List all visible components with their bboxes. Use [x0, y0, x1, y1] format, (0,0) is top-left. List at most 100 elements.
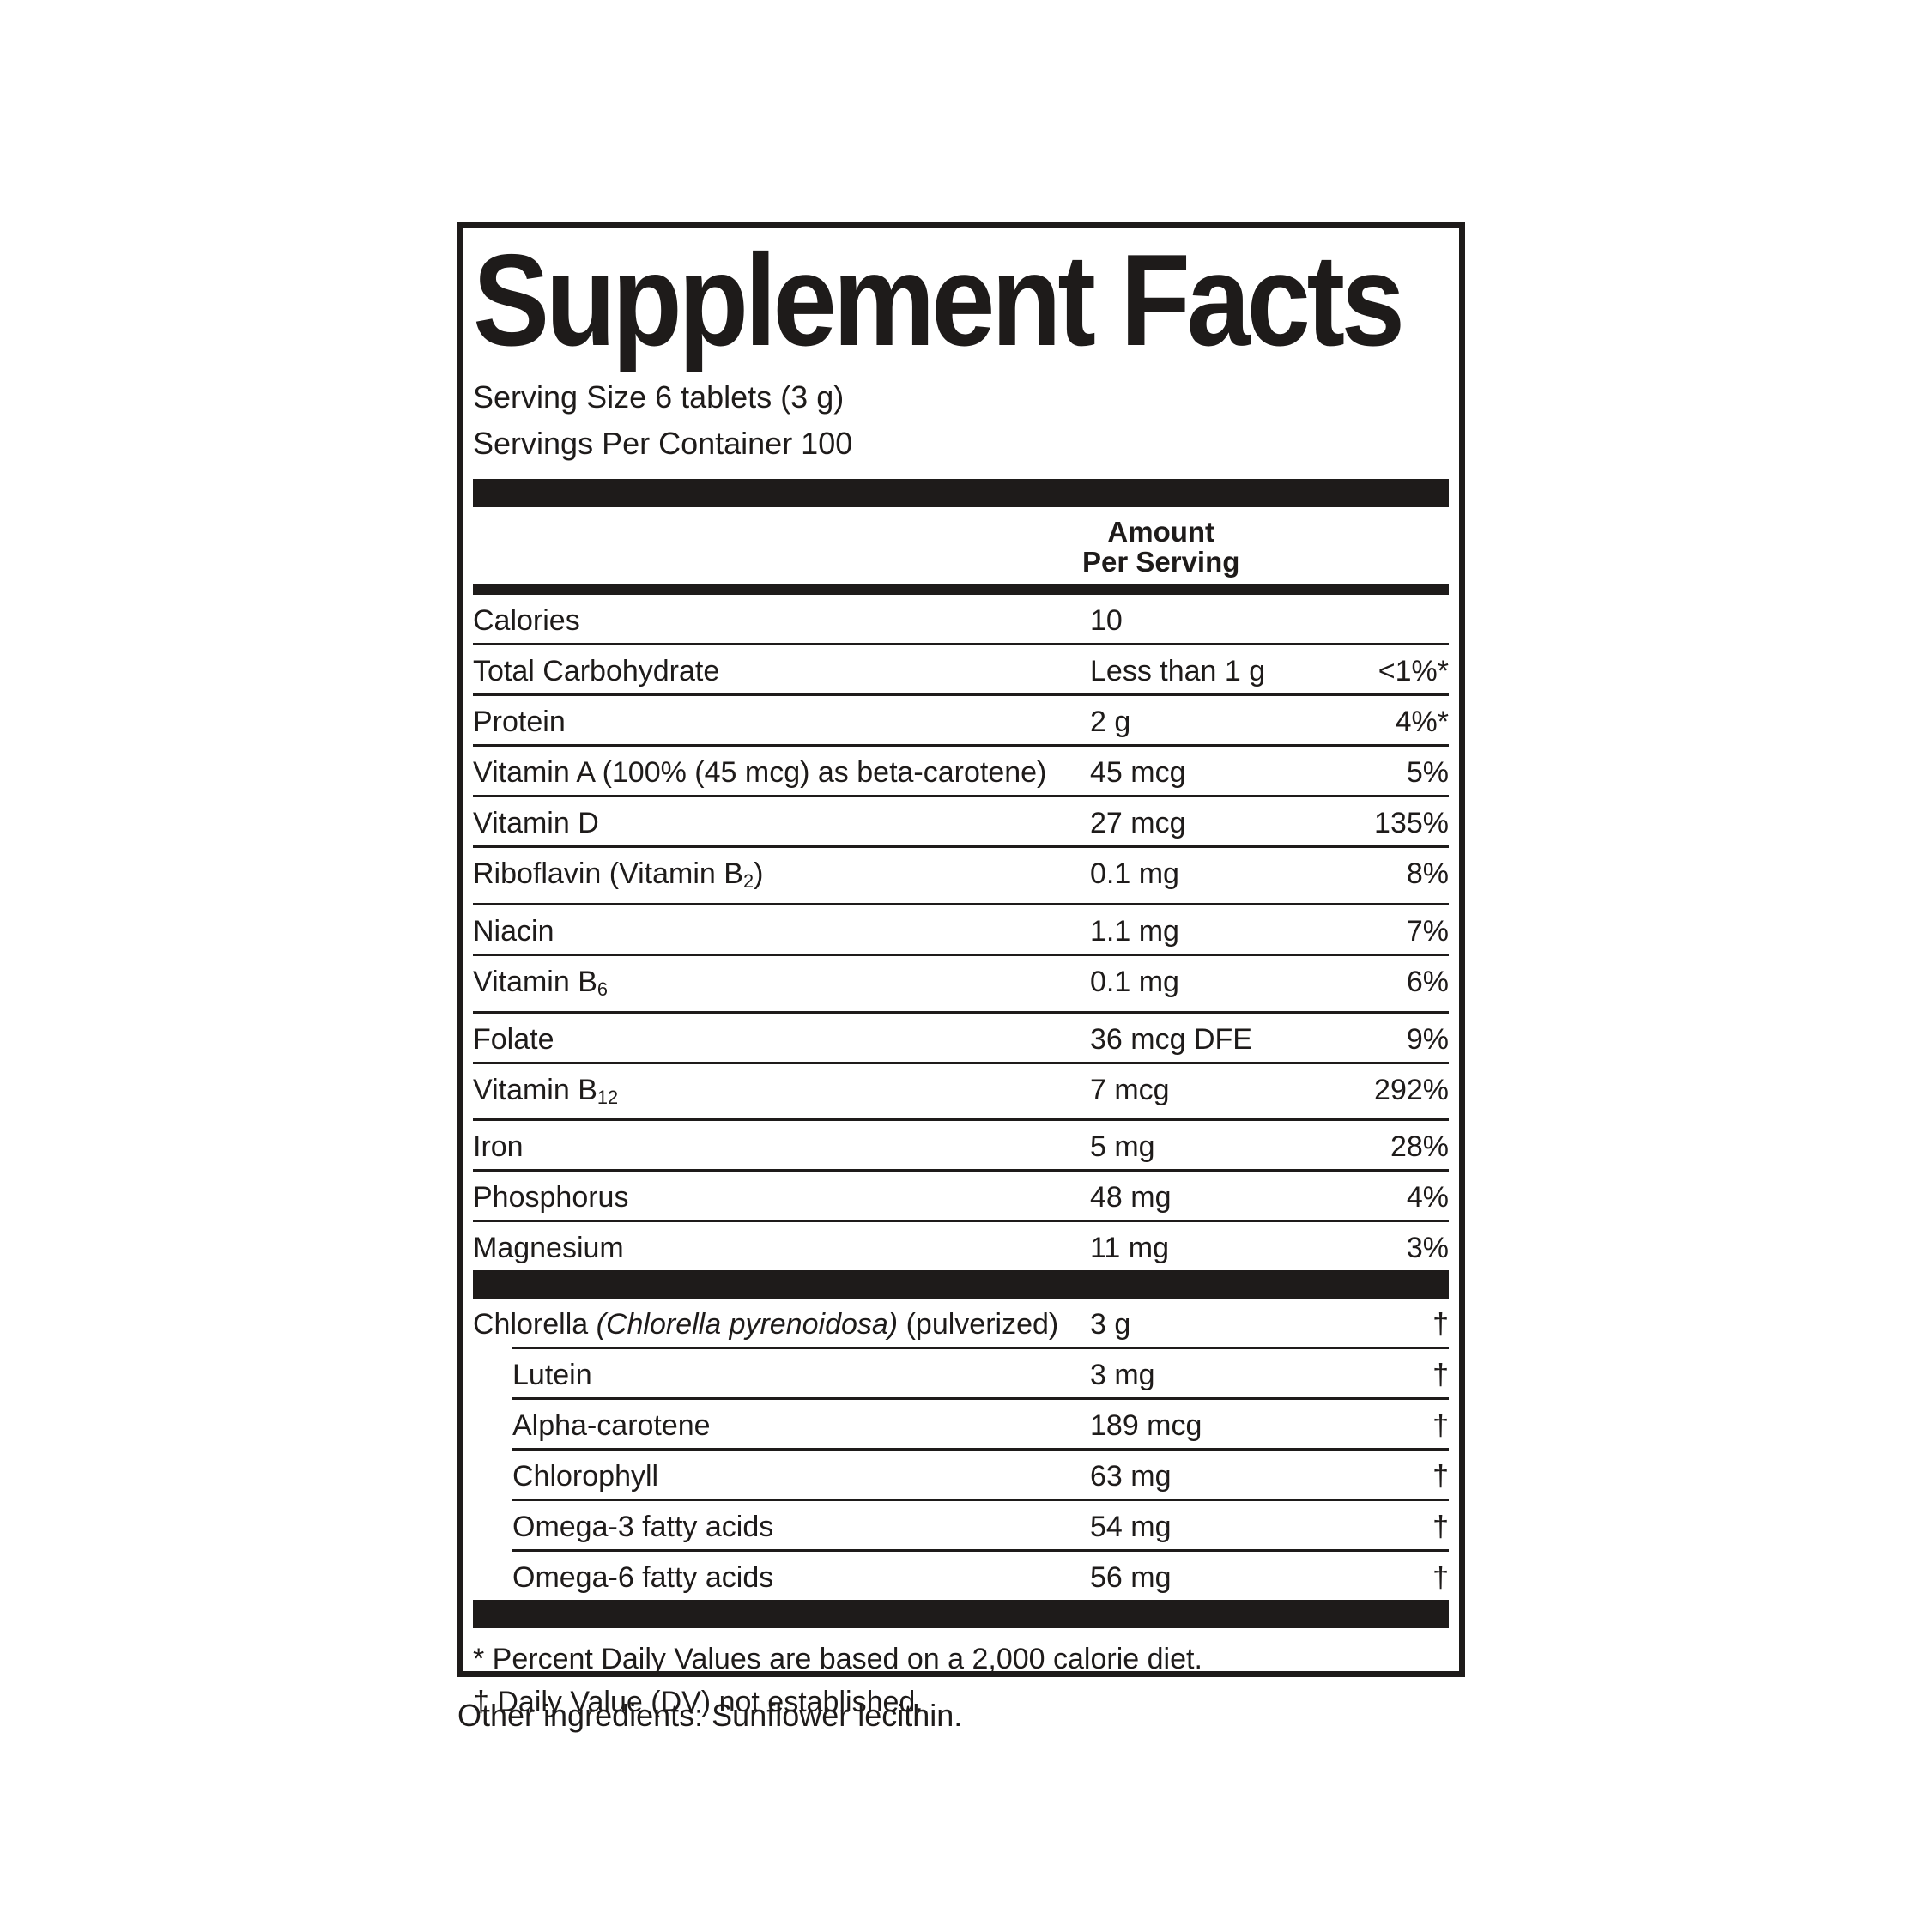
nutrient-amount: 11 mg: [1090, 1232, 1169, 1265]
nutrient-name: Alpha-carotene: [512, 1409, 711, 1443]
amount-per-serving-header: Amount Per Serving: [1082, 516, 1240, 578]
nutrient-amount: 63 mg: [1090, 1460, 1172, 1493]
footnote-daily-values: * Percent Daily Values are based on a 2,…: [473, 1643, 1202, 1676]
row-separator: [473, 794, 1449, 797]
nutrient-amount: 45 mcg: [1090, 755, 1186, 789]
nutrient-amount: 3 mg: [1090, 1359, 1155, 1392]
row-separator: [473, 642, 1449, 645]
row-separator: [473, 1220, 1449, 1223]
nutrient-daily-value: 6%: [1406, 965, 1449, 998]
nutrient-daily-value: 135%: [1374, 806, 1449, 839]
nutrient-name: Folate: [473, 1022, 554, 1056]
nutrient-daily-value: 3%: [1406, 1232, 1449, 1265]
row-separator: [473, 902, 1449, 905]
footnote-dv-not-established: † Daily Value (DV) not established.: [473, 1685, 924, 1718]
amount-header-line1: Amount: [1107, 516, 1215, 548]
row-separator: [473, 845, 1449, 848]
nutrient-name: Omega-3 fatty acids: [512, 1511, 774, 1544]
nutrient-amount: 189 mcg: [1090, 1409, 1202, 1443]
nutrient-name: Chlorella (Chlorella pyrenoidosa) (pulve…: [473, 1308, 1059, 1341]
divider-thick-top: [473, 479, 1449, 507]
nutrient-daily-value: <1%*: [1378, 654, 1449, 687]
row-separator: [512, 1499, 1449, 1502]
row-separator: [473, 693, 1449, 696]
botanical-table: Chlorella (Chlorella pyrenoidosa) (pulve…: [473, 1299, 1449, 1600]
serving-info: Serving Size 6 tablets (3 g) Servings Pe…: [473, 374, 1449, 467]
nutrient-name: Omega-6 fatty acids: [512, 1561, 774, 1595]
nutrient-row: Chlorella (Chlorella pyrenoidosa) (pulve…: [473, 1299, 1449, 1347]
nutrient-row: Folate 36 mcg DFE 9%: [473, 1014, 1449, 1062]
nutrient-daily-value: 28%: [1390, 1130, 1449, 1164]
nutrient-row: Vitamin B6 0.1 mg 6%: [473, 956, 1449, 1011]
amount-header-line2: Per Serving: [1082, 545, 1240, 578]
nutrient-daily-value: 4%*: [1395, 705, 1449, 738]
nutrient-row: Vitamin A (100% (45 mcg) as beta-caroten…: [473, 747, 1449, 795]
nutrient-amount: Less than 1 g: [1090, 654, 1266, 687]
nutrient-row: Iron 5 mg 28%: [473, 1121, 1449, 1169]
nutrient-row: Protein 2 g 4%*: [473, 696, 1449, 744]
nutrient-daily-value: 4%: [1406, 1181, 1449, 1214]
nutrient-daily-value: †: [1432, 1561, 1449, 1595]
nutrient-daily-value: †: [1432, 1460, 1449, 1493]
nutrient-name: Vitamin B6: [473, 965, 608, 1000]
nutrient-row: Riboflavin (Vitamin B2) 0.1 mg 8%: [473, 848, 1449, 903]
nutrient-amount: 3 g: [1090, 1308, 1131, 1341]
nutrient-amount: 56 mg: [1090, 1561, 1172, 1595]
other-ingredients-line: Other ingredients: Sunflower lecithin.: [457, 1698, 963, 1733]
nutrient-daily-value: 292%: [1374, 1073, 1449, 1106]
nutrient-name: Chlorophyll: [512, 1460, 659, 1493]
row-separator: [512, 1448, 1449, 1451]
nutrient-amount: 1.1 mg: [1090, 914, 1179, 948]
nutrient-table: Calories 10 Total Carbohydrate Less than 1 …: [473, 595, 1449, 1270]
nutrient-daily-value: †: [1432, 1308, 1449, 1341]
nutrient-daily-value: 5%: [1406, 755, 1449, 789]
nutrient-name: Iron: [473, 1130, 524, 1164]
servings-per-container-line: Servings Per Container 100: [473, 426, 853, 461]
row-separator: [512, 1397, 1449, 1401]
nutrient-daily-value: †: [1432, 1511, 1449, 1544]
nutrient-amount: 7 mcg: [1090, 1073, 1170, 1106]
divider-thick-bottom: [473, 1600, 1449, 1629]
row-separator: [512, 1347, 1449, 1350]
nutrient-row: Magnesium 11 mg 3%: [473, 1222, 1449, 1270]
divider-medium-under-header: [473, 584, 1449, 595]
row-separator: [473, 953, 1449, 956]
nutrient-amount: 5 mg: [1090, 1130, 1155, 1164]
nutrient-name: Calories: [473, 603, 580, 637]
nutrient-name: Magnesium: [473, 1232, 624, 1265]
divider-thick-middle: [473, 1270, 1449, 1299]
row-separator: [473, 1061, 1449, 1064]
nutrient-name: Niacin: [473, 914, 554, 948]
nutrient-daily-value: 8%: [1406, 857, 1449, 890]
nutrient-daily-value: †: [1432, 1359, 1449, 1392]
nutrient-row: Calories 10: [473, 595, 1449, 643]
nutrient-row: Niacin 1.1 mg 7%: [473, 905, 1449, 954]
row-separator: [473, 1010, 1449, 1014]
nutrient-row: Chlorophyll 63 mg †: [473, 1451, 1449, 1499]
nutrient-row: Lutein 3 mg †: [473, 1349, 1449, 1397]
nutrient-amount: 36 mcg DFE: [1090, 1022, 1252, 1056]
nutrient-amount: 0.1 mg: [1090, 965, 1179, 998]
nutrient-name: Vitamin B12: [473, 1073, 619, 1108]
nutrient-daily-value: 9%: [1406, 1022, 1449, 1056]
nutrient-name: Vitamin A (100% (45 mcg) as beta-caroten…: [473, 755, 1047, 789]
footnotes: * Percent Daily Values are based on a 2,…: [473, 1638, 1449, 1723]
nutrient-name: Phosphorus: [473, 1181, 629, 1214]
row-separator: [473, 1169, 1449, 1172]
row-separator: [473, 1118, 1449, 1122]
supplement-facts-panel: Supplement Facts Serving Size 6 tablets …: [457, 222, 1465, 1718]
row-separator: [473, 743, 1449, 747]
nutrient-row: Alpha-carotene 189 mcg †: [473, 1400, 1449, 1448]
nutrient-daily-value: 7%: [1406, 914, 1449, 948]
nutrient-name: Total Carbohydrate: [473, 654, 720, 687]
nutrient-amount: 10: [1090, 603, 1123, 637]
nutrient-row: Vitamin D 27 mcg 135%: [473, 797, 1449, 845]
nutrient-name: Lutein: [512, 1359, 592, 1392]
row-separator: [512, 1549, 1449, 1553]
serving-size-line: Serving Size 6 tablets (3 g): [473, 379, 845, 415]
nutrient-amount: 2 g: [1090, 705, 1131, 738]
nutrient-row: Omega-3 fatty acids 54 mg †: [473, 1501, 1449, 1549]
nutrient-row: Phosphorus 48 mg 4%: [473, 1172, 1449, 1220]
nutrient-daily-value: †: [1432, 1409, 1449, 1443]
